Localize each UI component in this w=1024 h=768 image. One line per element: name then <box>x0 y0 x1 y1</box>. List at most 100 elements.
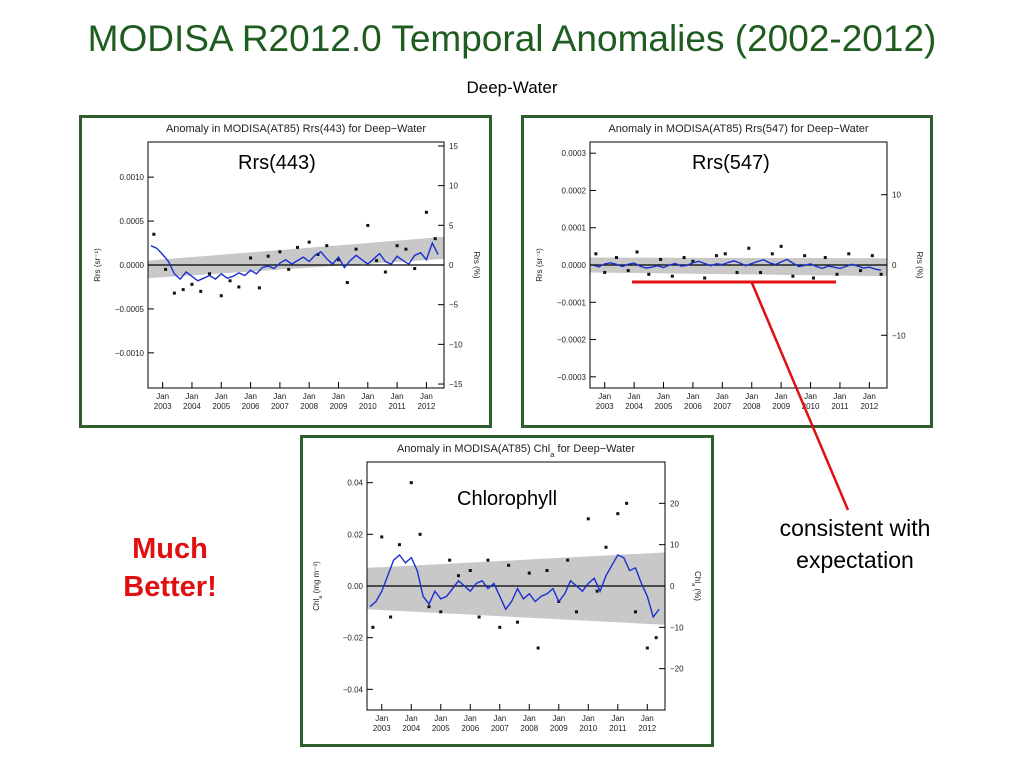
y2-tick-label: −10 <box>670 623 684 632</box>
y2-tick-label: 20 <box>670 499 679 508</box>
y2-tick-label: 10 <box>670 541 679 550</box>
consistent-note: consistent with expectation <box>745 512 965 576</box>
y-tick-label: 0.0003 <box>562 149 587 158</box>
data-point <box>219 294 223 298</box>
slide-subtitle: Deep-Water <box>466 78 558 97</box>
x-tick-prefix: Jan <box>244 392 257 401</box>
data-point <box>645 646 649 650</box>
chart-title: Anomaly in MODISA(AT85) Chla for Deep−Wa… <box>397 443 635 459</box>
x-tick-label: 2005 <box>655 402 673 411</box>
data-point <box>603 270 607 274</box>
data-point <box>536 646 540 650</box>
x-tick-prefix: Jan <box>464 714 477 723</box>
x-tick-prefix: Jan <box>493 714 506 723</box>
data-point <box>172 291 176 295</box>
y2-tick-label: −10 <box>449 340 463 349</box>
y-axis-label: Rrs (sr⁻¹) <box>535 248 544 282</box>
x-tick-label: 2011 <box>609 724 627 733</box>
x-tick-label: 2009 <box>550 724 568 733</box>
chart-panel-rrs547: Anomaly in MODISA(AT85) Rrs(547) for Dee… <box>521 115 933 428</box>
chart-panel-chlorophyll: Anomaly in MODISA(AT85) Chla for Deep−Wa… <box>300 435 714 747</box>
x-tick-prefix: Jan <box>303 392 316 401</box>
data-point <box>287 267 291 271</box>
much-better-line1: Much <box>132 533 208 565</box>
x-tick-label: 2011 <box>831 402 849 411</box>
data-point <box>859 269 863 273</box>
data-point <box>418 532 422 536</box>
data-point <box>633 610 637 614</box>
trend-band <box>367 552 665 625</box>
y-tick-label: −0.0005 <box>115 305 145 314</box>
data-point <box>181 288 185 292</box>
y2-tick-label: 0 <box>892 261 897 270</box>
data-point <box>477 615 481 619</box>
data-point <box>735 270 739 274</box>
x-tick-label: 2003 <box>154 402 172 411</box>
data-point <box>635 250 639 254</box>
y-tick-label: −0.0001 <box>557 298 587 307</box>
data-point <box>164 267 168 271</box>
much-better-note: Much Better! <box>100 530 240 606</box>
data-point <box>811 276 815 280</box>
y-tick-label: 0.0010 <box>120 173 145 182</box>
x-tick-prefix: Jan <box>434 714 447 723</box>
x-tick-prefix: Jan <box>215 392 228 401</box>
panel-label-rrs547: Rrs(547) <box>692 152 770 174</box>
y2-axis-label: Rrs (%) <box>915 251 924 278</box>
data-point <box>594 252 598 256</box>
y2-axis-label: Chla (%) <box>690 571 702 601</box>
y-tick-label: 0.02 <box>347 530 363 539</box>
x-tick-prefix: Jan <box>156 392 169 401</box>
data-point <box>439 610 443 614</box>
consistent-line1: consistent with <box>779 515 931 541</box>
data-point <box>703 276 707 280</box>
x-tick-prefix: Jan <box>628 392 641 401</box>
data-point <box>527 571 531 575</box>
x-tick-label: 2003 <box>373 724 391 733</box>
data-point <box>691 259 695 263</box>
data-point <box>278 250 282 254</box>
data-point <box>249 256 253 260</box>
data-point <box>228 279 232 283</box>
data-point <box>498 625 502 629</box>
x-tick-label: 2007 <box>713 402 731 411</box>
data-point <box>316 252 320 256</box>
data-point <box>413 267 417 271</box>
data-point <box>307 240 311 244</box>
x-tick-label: 2008 <box>520 724 538 733</box>
data-point <box>616 512 620 516</box>
smoothed-series-line <box>369 553 660 619</box>
y2-tick-label: −10 <box>892 331 906 340</box>
y2-tick-label: 0 <box>670 582 675 591</box>
x-tick-prefix: Jan <box>273 392 286 401</box>
smoothed-series-line <box>150 241 439 282</box>
x-tick-label: 2010 <box>579 724 597 733</box>
data-point <box>659 257 663 261</box>
data-point <box>208 272 212 276</box>
data-point <box>433 237 437 241</box>
data-point <box>427 605 431 609</box>
x-tick-label: 2008 <box>300 402 318 411</box>
trend-band <box>590 257 887 277</box>
data-point <box>371 625 375 629</box>
data-point <box>354 247 358 251</box>
y-axis-label: Chla (mg m⁻³) <box>312 561 324 611</box>
y2-tick-label: 5 <box>449 221 454 230</box>
data-point <box>670 274 674 278</box>
data-point <box>468 569 472 572</box>
y-tick-label: 0.0001 <box>562 224 587 233</box>
data-point <box>152 232 156 236</box>
data-point <box>747 246 751 250</box>
x-tick-prefix: Jan <box>552 714 565 723</box>
data-point <box>654 636 658 640</box>
panel-label-chlorophyll: Chlorophyll <box>457 488 558 510</box>
data-point <box>759 270 763 274</box>
data-point <box>791 274 795 278</box>
y-tick-label: 0.0000 <box>562 261 587 270</box>
y2-axis-label: Rrs (%) <box>472 251 481 278</box>
data-point <box>424 210 428 214</box>
y-tick-label: 0.0000 <box>120 261 145 270</box>
data-point <box>847 252 851 256</box>
chart-chlorophyll: Anomaly in MODISA(AT85) Chla for Deep−Wa… <box>312 443 702 733</box>
